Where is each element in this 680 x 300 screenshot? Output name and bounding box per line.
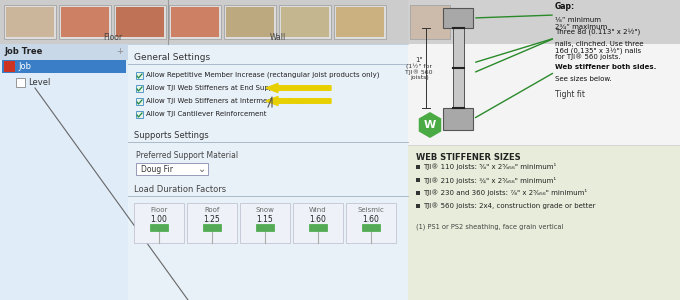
FancyBboxPatch shape xyxy=(136,163,208,175)
Text: (1½" for: (1½" for xyxy=(406,63,432,69)
Bar xyxy=(279,5,331,39)
Text: Allow TJI Web Stiffeners at Intermediate Supports: Allow TJI Web Stiffeners at Intermediate… xyxy=(146,98,318,104)
Text: TJI® 210 joists: ¾" x 2⅝₅₆" minimum¹: TJI® 210 joists: ¾" x 2⅝₅₆" minimum¹ xyxy=(423,176,556,184)
Text: 1.25: 1.25 xyxy=(203,214,220,224)
Text: Wall: Wall xyxy=(269,33,286,42)
Text: TJI® 560 joists: 2x4, construction grade or better: TJI® 560 joists: 2x4, construction grade… xyxy=(423,203,596,209)
Text: Wind: Wind xyxy=(309,207,327,213)
Text: Doug Fir: Doug Fir xyxy=(141,164,173,173)
Bar xyxy=(59,5,111,39)
Bar xyxy=(226,7,274,37)
Bar xyxy=(443,108,473,130)
Text: WEB STIFFENER SIZES: WEB STIFFENER SIZES xyxy=(416,153,521,162)
Text: +: + xyxy=(116,47,123,56)
Bar xyxy=(136,72,143,79)
Text: 2¾” maximum: 2¾” maximum xyxy=(555,24,607,30)
Text: Job Tree: Job Tree xyxy=(4,47,42,56)
Bar xyxy=(6,7,54,37)
Text: (1) PS1 or PS2 sheathing, face grain vertical: (1) PS1 or PS2 sheathing, face grain ver… xyxy=(416,223,563,230)
Bar xyxy=(453,26,464,108)
Bar xyxy=(150,224,168,231)
Bar xyxy=(293,203,343,243)
Bar xyxy=(114,5,166,39)
Bar xyxy=(240,203,290,243)
Text: for TJI® 560 joists.: for TJI® 560 joists. xyxy=(555,53,621,60)
Bar xyxy=(128,44,408,300)
Bar xyxy=(410,5,450,39)
Bar xyxy=(224,5,276,39)
Text: Allow TJI Cantilever Reinforcement: Allow TJI Cantilever Reinforcement xyxy=(146,111,267,117)
Text: 1.60: 1.60 xyxy=(309,214,326,224)
Bar xyxy=(116,7,164,37)
Text: See sizes below.: See sizes below. xyxy=(555,76,612,82)
Text: ⅛” minimum: ⅛” minimum xyxy=(555,17,601,23)
Bar xyxy=(408,44,680,145)
Text: TJI® 560: TJI® 560 xyxy=(405,69,432,75)
FancyArrow shape xyxy=(266,97,331,106)
Text: 1.60: 1.60 xyxy=(362,214,379,224)
Bar xyxy=(203,224,221,231)
Bar xyxy=(408,0,680,44)
Text: TJI® 110 joists: ⅝" x 2⅝₅₆" minimum¹: TJI® 110 joists: ⅝" x 2⅝₅₆" minimum¹ xyxy=(423,164,556,170)
Text: Web stiffener both sides.: Web stiffener both sides. xyxy=(555,64,656,70)
Text: Three 8d (0.113" x 2½"): Three 8d (0.113" x 2½") xyxy=(555,28,641,35)
Bar xyxy=(416,191,420,195)
Text: W: W xyxy=(424,120,436,130)
Text: Level: Level xyxy=(28,78,50,87)
Text: Job: Job xyxy=(18,62,31,71)
Text: joists): joists) xyxy=(409,76,428,80)
Text: Roof: Roof xyxy=(204,207,220,213)
Bar xyxy=(136,85,143,92)
Text: Load Duration Factors: Load Duration Factors xyxy=(134,184,226,194)
Text: 1.15: 1.15 xyxy=(256,214,273,224)
Text: Preferred Support Material: Preferred Support Material xyxy=(136,151,238,160)
Bar xyxy=(187,203,237,243)
Text: ⌄: ⌄ xyxy=(198,164,206,174)
Bar xyxy=(0,0,680,44)
Text: 1": 1" xyxy=(415,57,423,63)
Bar xyxy=(0,44,128,60)
Text: nails, clinched. Use three: nails, clinched. Use three xyxy=(555,41,643,47)
Bar xyxy=(346,203,396,243)
Bar xyxy=(2,60,126,73)
Text: Allow Repetitive Member Increase (rectangular joist products only): Allow Repetitive Member Increase (rectan… xyxy=(146,72,379,78)
Bar xyxy=(136,98,143,105)
Bar xyxy=(334,5,386,39)
Bar xyxy=(416,178,420,182)
Bar xyxy=(169,5,221,39)
Bar xyxy=(0,44,128,300)
Text: Seismic: Seismic xyxy=(358,207,384,213)
Bar xyxy=(416,165,420,169)
Text: Floor: Floor xyxy=(103,33,122,42)
Bar xyxy=(416,204,420,208)
Text: Allow TJI Web Stiffeners at End Supports: Allow TJI Web Stiffeners at End Supports xyxy=(146,85,287,91)
Bar xyxy=(443,8,473,28)
Text: 16d (0.135" x 3½") nails: 16d (0.135" x 3½") nails xyxy=(555,47,641,54)
Bar xyxy=(362,224,380,231)
Bar xyxy=(336,7,384,37)
Bar xyxy=(171,7,219,37)
Bar xyxy=(309,224,327,231)
Text: 1.00: 1.00 xyxy=(150,214,167,224)
Text: Supports Settings: Supports Settings xyxy=(134,130,209,140)
Bar xyxy=(408,145,680,300)
Bar xyxy=(136,111,143,118)
FancyArrow shape xyxy=(266,83,331,92)
Text: Floor: Floor xyxy=(150,207,168,213)
Text: Tight fit: Tight fit xyxy=(555,90,585,99)
Text: General Settings: General Settings xyxy=(134,52,210,62)
Bar xyxy=(61,7,109,37)
Bar xyxy=(16,78,25,87)
Bar xyxy=(134,203,184,243)
Text: TJI® 230 and 360 joists: ⅞" x 2⅝₅₆" minimum¹: TJI® 230 and 360 joists: ⅞" x 2⅝₅₆" mini… xyxy=(423,190,587,196)
Bar xyxy=(281,7,329,37)
Bar xyxy=(256,224,274,231)
Bar xyxy=(4,5,56,39)
Bar xyxy=(4,61,15,72)
Text: Gap:: Gap: xyxy=(555,2,575,11)
Text: Snow: Snow xyxy=(256,207,275,213)
